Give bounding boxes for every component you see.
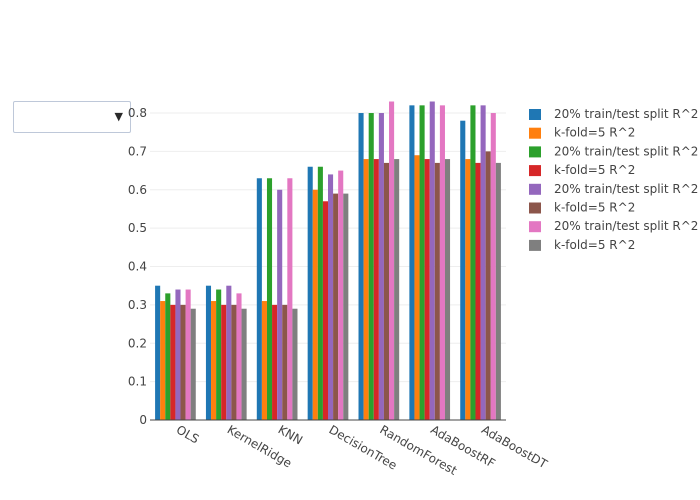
chart-dropdown[interactable]: ▼ xyxy=(13,101,131,133)
bar[interactable] xyxy=(333,193,339,420)
bar[interactable] xyxy=(282,304,288,420)
bars xyxy=(155,101,501,421)
bar[interactable] xyxy=(338,170,344,420)
x-tick-label: KNN xyxy=(276,422,305,447)
bar[interactable] xyxy=(205,285,212,420)
bar[interactable] xyxy=(389,101,395,420)
bar[interactable] xyxy=(241,308,247,420)
bar[interactable] xyxy=(185,289,191,420)
bar[interactable] xyxy=(226,285,232,420)
bar[interactable] xyxy=(287,178,293,420)
bar[interactable] xyxy=(363,159,369,420)
bar[interactable] xyxy=(322,201,328,420)
y-tick-label: 0.3 xyxy=(128,298,147,312)
legend[interactable]: 20% train/test split R^2 k-fold=5 R^2 20% … xyxy=(529,107,698,252)
bar[interactable] xyxy=(378,113,384,420)
bar[interactable] xyxy=(429,101,435,420)
legend-label[interactable]: k-fold=5 R^2 xyxy=(554,163,635,177)
bar[interactable] xyxy=(373,159,379,420)
legend-swatch[interactable] xyxy=(529,183,541,195)
legend-swatch[interactable] xyxy=(529,165,541,177)
bar[interactable] xyxy=(170,304,176,420)
legend-label[interactable]: k-fold=5 R^2 xyxy=(554,238,635,252)
bar[interactable] xyxy=(414,155,420,421)
legend-swatch[interactable] xyxy=(529,239,541,251)
chevron-down-icon: ▼ xyxy=(114,110,123,123)
legend-swatch[interactable] xyxy=(529,202,541,214)
bar[interactable] xyxy=(307,166,313,420)
bar[interactable] xyxy=(165,293,171,420)
bar[interactable] xyxy=(485,151,491,420)
bar[interactable] xyxy=(343,193,349,420)
bar[interactable] xyxy=(465,159,471,420)
legend-label[interactable]: 20% train/test split R^2 xyxy=(554,107,698,121)
y-tick-label: 0.8 xyxy=(128,106,147,120)
bar[interactable] xyxy=(439,105,445,420)
bar[interactable] xyxy=(470,105,476,420)
bar[interactable] xyxy=(266,178,273,420)
y-tick-label: 0.7 xyxy=(128,144,147,158)
legend-label[interactable]: k-fold=5 R^2 xyxy=(554,126,635,140)
bar[interactable] xyxy=(261,301,267,420)
bar[interactable] xyxy=(419,105,425,420)
legend-swatch[interactable] xyxy=(529,146,541,158)
bar[interactable] xyxy=(368,113,374,420)
bar[interactable] xyxy=(292,308,298,420)
bar[interactable] xyxy=(495,162,501,420)
legend-label[interactable]: k-fold=5 R^2 xyxy=(554,201,635,215)
bar[interactable] xyxy=(444,159,451,420)
bar[interactable] xyxy=(277,189,283,420)
legend-swatch[interactable] xyxy=(529,221,541,233)
bar[interactable] xyxy=(155,285,161,420)
bar[interactable] xyxy=(216,289,222,420)
bar[interactable] xyxy=(221,304,227,420)
bar[interactable] xyxy=(394,159,400,420)
bar[interactable] xyxy=(236,293,242,420)
bar[interactable] xyxy=(358,113,364,420)
y-tick-label: 0.2 xyxy=(128,336,147,350)
bar[interactable] xyxy=(460,120,466,420)
legend-label[interactable]: 20% train/test split R^2 xyxy=(554,144,698,158)
bar[interactable] xyxy=(180,304,186,420)
legend-label[interactable]: 20% train/test split R^2 xyxy=(554,182,698,196)
y-tick-label: 0.1 xyxy=(128,375,147,389)
legend-swatch[interactable] xyxy=(529,109,541,120)
legend-label[interactable]: 20% train/test split R^2 xyxy=(554,219,698,233)
bar[interactable] xyxy=(175,289,181,420)
y-tick-label: 0.5 xyxy=(128,221,147,235)
bar[interactable] xyxy=(312,189,318,420)
bar[interactable] xyxy=(475,162,481,420)
y-tick-label: 0 xyxy=(139,413,147,427)
bar[interactable] xyxy=(190,308,196,420)
bar[interactable] xyxy=(160,301,166,420)
bar[interactable] xyxy=(328,174,334,420)
bar[interactable] xyxy=(272,304,278,420)
y-tick-label: 0.4 xyxy=(128,260,147,274)
bar[interactable] xyxy=(424,159,430,420)
legend-swatch[interactable] xyxy=(529,127,541,139)
x-tick-label: OLS xyxy=(174,422,202,446)
bar[interactable] xyxy=(256,178,262,420)
y-tick-label: 0.6 xyxy=(128,183,147,197)
bar[interactable] xyxy=(490,113,496,420)
bar[interactable] xyxy=(383,162,390,420)
bar[interactable] xyxy=(480,105,486,420)
bar[interactable] xyxy=(434,162,440,420)
bar[interactable] xyxy=(231,304,237,420)
bar[interactable] xyxy=(211,301,217,420)
bar[interactable] xyxy=(317,166,323,420)
bar[interactable] xyxy=(409,105,415,420)
